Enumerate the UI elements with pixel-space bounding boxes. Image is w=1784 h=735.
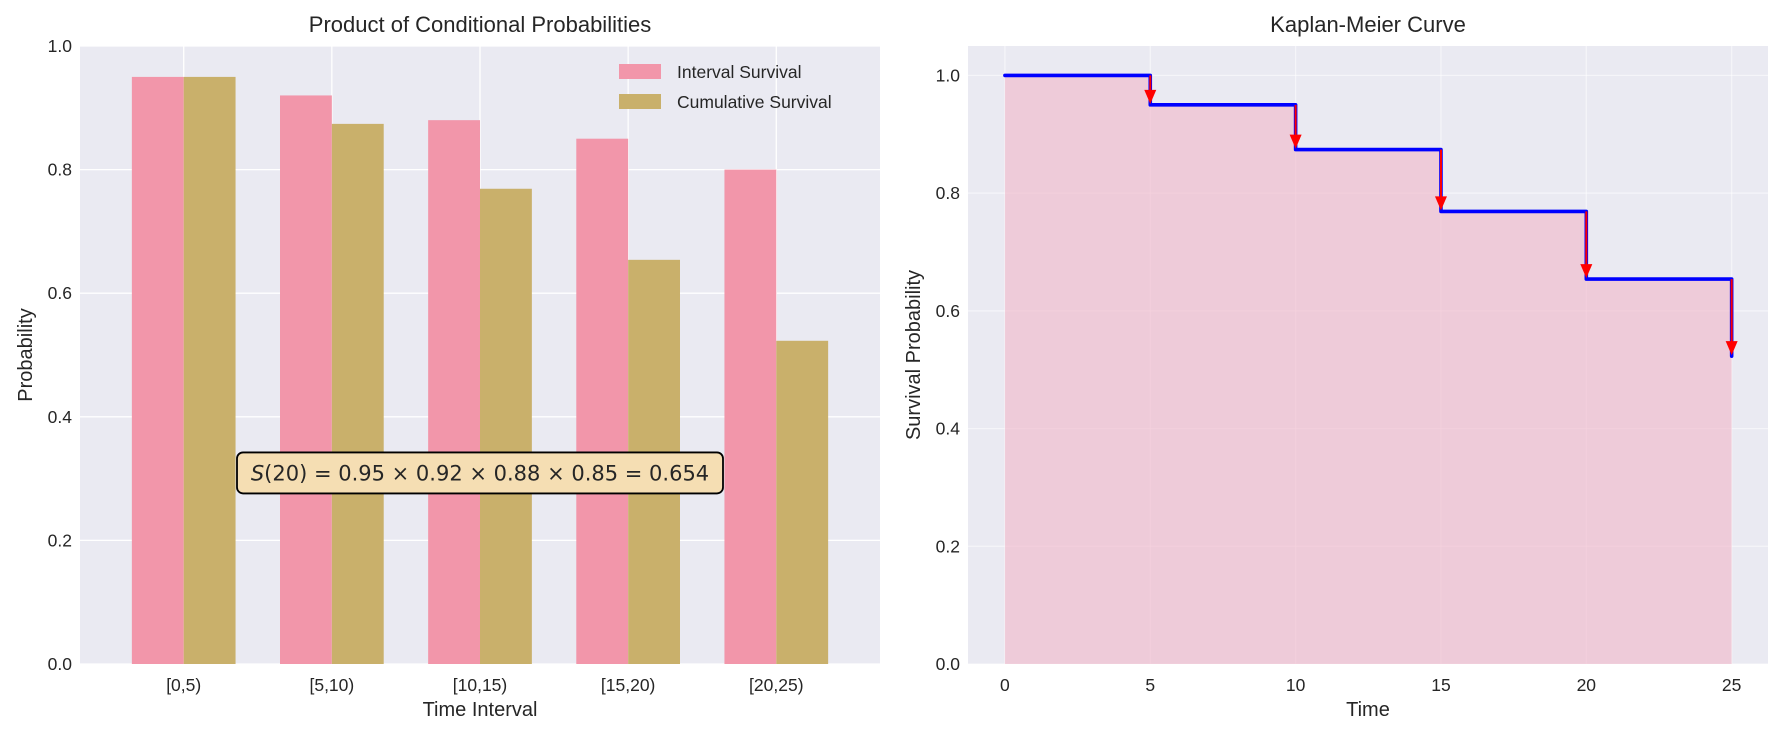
drop-arrow xyxy=(1434,149,1447,211)
y-tick-label: 0.8 xyxy=(48,160,72,180)
y-tick-label: 1.0 xyxy=(936,65,961,85)
legend-label-interval: Interval Survival xyxy=(677,62,802,82)
kaplan-meier-chart: 0.0 0.2 0.4 0.6 0.8 1.0 0 5 10 15 20 25 Kaplan-Mei… xyxy=(903,12,1768,721)
legend-swatch-cumulative xyxy=(619,94,661,109)
x-axis-label-right: Time xyxy=(1346,699,1390,721)
drop-arrow xyxy=(1144,75,1157,104)
y-axis-label-left: Probability xyxy=(15,308,37,401)
chart-title-right: Kaplan-Meier Curve xyxy=(1270,12,1466,37)
x-ticks-right: 0 5 10 15 20 25 xyxy=(1000,675,1741,695)
drop-arrow-head xyxy=(1580,264,1593,279)
bar-cumulative-survival xyxy=(331,123,384,665)
bar-cumulative-survival xyxy=(183,76,236,664)
bar-cumulative-survival xyxy=(480,188,532,664)
x-ticks-left: [0,5) [5,10) [10,15) [15,20) [20,25) xyxy=(166,675,803,695)
x-tick-label: 10 xyxy=(1286,675,1306,695)
x-tick-label: 0 xyxy=(1000,675,1010,695)
drop-arrows xyxy=(1144,75,1738,356)
y-axis-label-right: Survival Probability xyxy=(903,270,925,440)
bar-interval-survival xyxy=(576,138,629,664)
drop-arrow-head xyxy=(1725,341,1738,356)
annotation-s-symbol: S xyxy=(251,461,264,485)
y-tick-label: 0.6 xyxy=(936,301,960,321)
survival-area-fill xyxy=(1004,75,1732,664)
legend-label-cumulative: Cumulative Survival xyxy=(677,92,832,112)
drop-arrow-head xyxy=(1289,134,1302,149)
y-tick-label: 0.0 xyxy=(936,654,961,674)
y-tick-label: 0.0 xyxy=(48,654,73,674)
drop-arrow xyxy=(1580,211,1593,279)
drop-arrow xyxy=(1289,104,1302,149)
annotation-box xyxy=(236,451,724,495)
legend-swatch-interval xyxy=(619,64,661,79)
bars xyxy=(131,76,829,665)
x-tick-label: 5 xyxy=(1145,675,1155,695)
x-tick-label: 15 xyxy=(1431,675,1450,695)
x-tick-label: 25 xyxy=(1722,675,1741,695)
drop-arrow-head xyxy=(1434,196,1447,211)
drop-arrow xyxy=(1725,279,1738,356)
interval-survival-chart: 0.0 0.2 0.4 0.6 0.8 1.0 [0,5) [5,10) [10,15) [15… xyxy=(15,12,880,721)
x-tick-label: [0,5) xyxy=(166,675,201,695)
chart-title-left: Product of Conditional Probabilities xyxy=(309,12,651,37)
x-tick-label: [5,10) xyxy=(309,675,354,695)
y-tick-label: 0.2 xyxy=(936,536,960,556)
annotation-text: S(20) = 0.95 × 0.92 × 0.88 × 0.85 = 0.65… xyxy=(251,461,709,485)
drop-arrow-head xyxy=(1144,89,1157,104)
bar-interval-survival xyxy=(280,95,332,664)
bar-cumulative-survival xyxy=(776,340,829,664)
x-tick-label: [15,20) xyxy=(601,675,655,695)
x-axis-label-left: Time Interval xyxy=(423,699,538,721)
y-tick-label: 1.0 xyxy=(48,36,73,56)
y-tick-label: 0.2 xyxy=(48,530,72,550)
annotation-formula: (20) = 0.95 × 0.92 × 0.88 × 0.85 = 0.654 xyxy=(264,461,709,485)
formula-annotation: S(20) = 0.95 × 0.92 × 0.88 × 0.85 = 0.65… xyxy=(236,451,724,495)
x-tick-label: [20,25) xyxy=(749,675,803,695)
x-tick-label: [10,15) xyxy=(453,675,507,695)
bar-interval-survival xyxy=(131,76,184,664)
y-ticks-left: 0.0 0.2 0.4 0.6 0.8 1.0 xyxy=(48,36,73,674)
legend: Interval Survival Cumulative Survival xyxy=(619,62,832,112)
bar-interval-survival xyxy=(724,169,777,664)
y-ticks-right: 0.0 0.2 0.4 0.6 0.8 1.0 xyxy=(936,65,961,674)
y-tick-label: 0.8 xyxy=(936,183,960,203)
y-tick-label: 0.4 xyxy=(936,419,961,439)
x-tick-label: 20 xyxy=(1577,675,1597,695)
y-tick-label: 0.4 xyxy=(48,407,73,427)
y-tick-label: 0.6 xyxy=(48,283,72,303)
bar-interval-survival xyxy=(428,120,480,664)
